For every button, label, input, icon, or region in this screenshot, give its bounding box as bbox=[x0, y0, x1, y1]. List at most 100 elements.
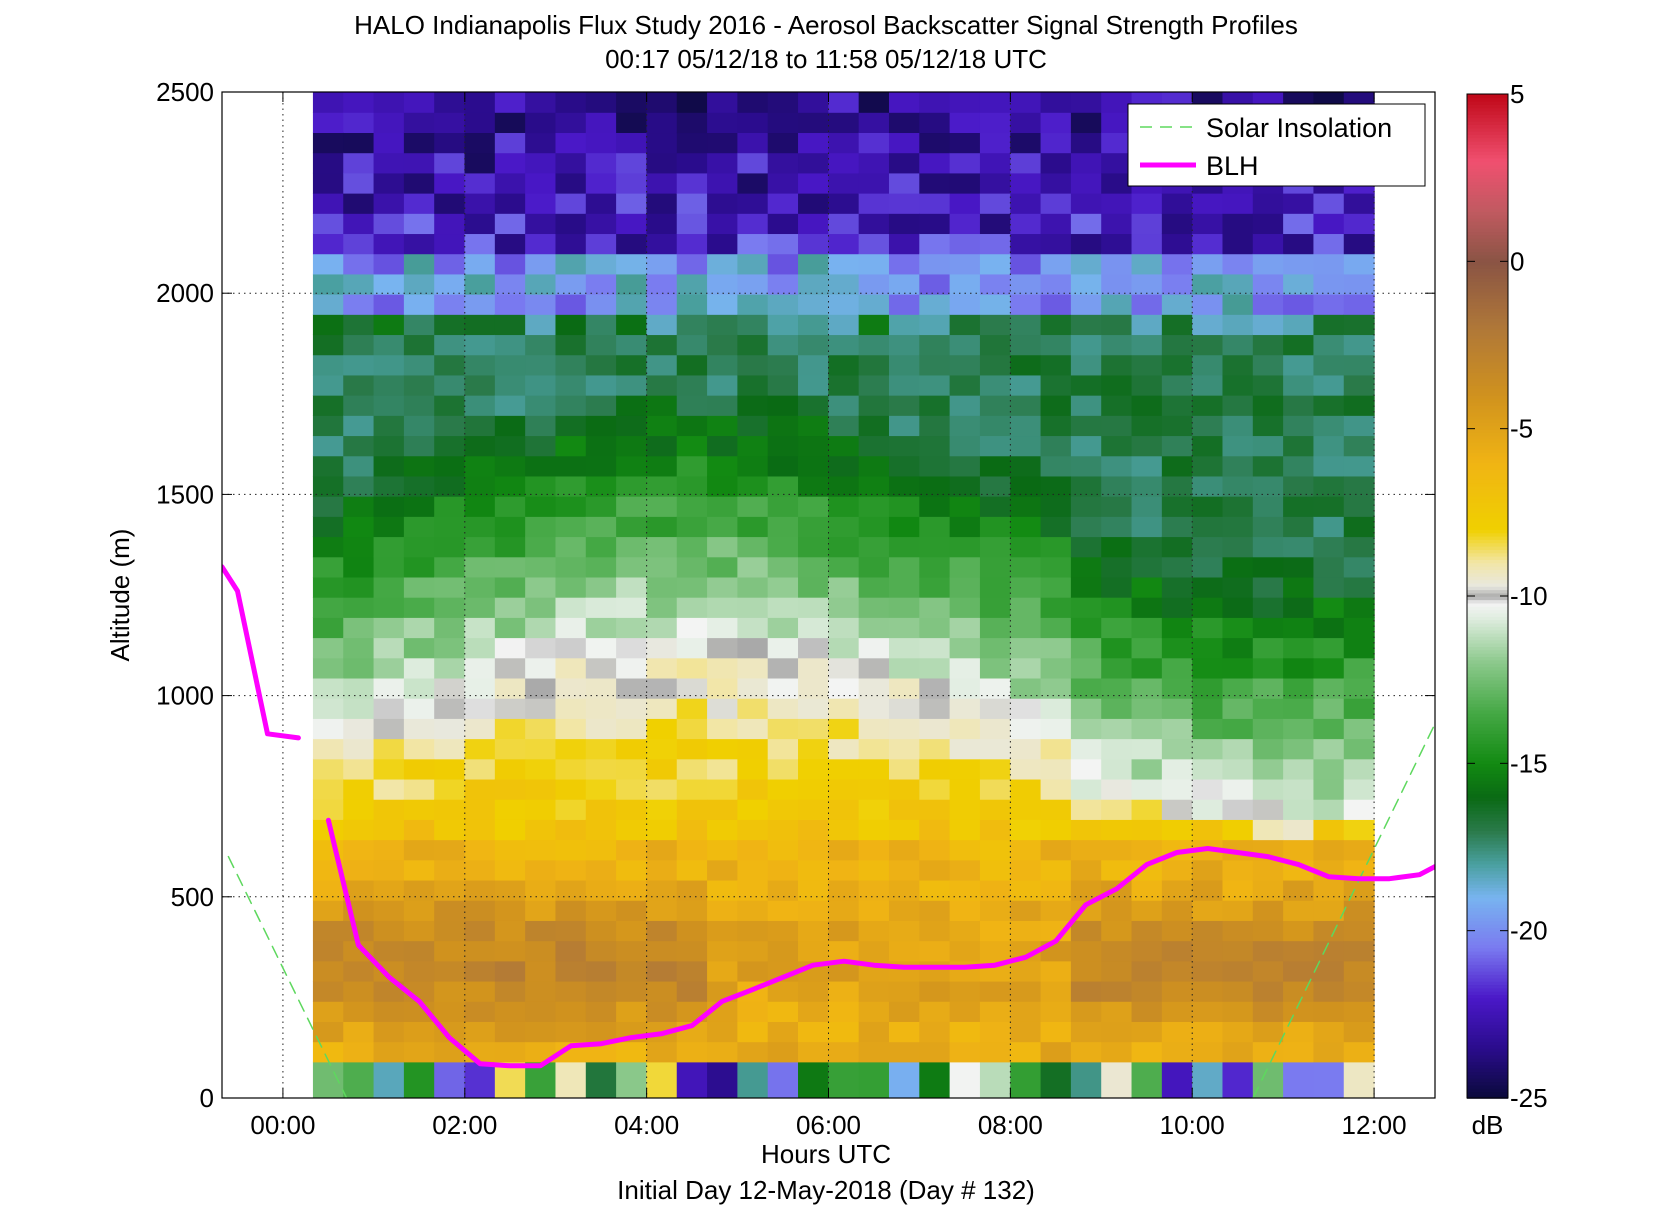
colorbar-swatch bbox=[1467, 579, 1508, 584]
heatmap-cell bbox=[1070, 1021, 1102, 1043]
heatmap-cell bbox=[707, 455, 738, 477]
heatmap-cell bbox=[798, 657, 829, 679]
colorbar-swatch bbox=[1467, 257, 1508, 263]
heatmap-cell bbox=[979, 253, 1011, 275]
heatmap-cell bbox=[434, 314, 466, 336]
heatmap-cell bbox=[525, 152, 557, 174]
heatmap-cell bbox=[434, 536, 466, 558]
heatmap-cell bbox=[828, 819, 860, 841]
heatmap-cell bbox=[616, 273, 648, 295]
heatmap-cell bbox=[616, 738, 648, 760]
heatmap-cell bbox=[828, 273, 860, 295]
heatmap-cell bbox=[434, 920, 466, 942]
colorbar-swatch bbox=[1467, 191, 1508, 196]
heatmap-cell bbox=[464, 859, 496, 881]
colorbar-swatch bbox=[1467, 482, 1508, 487]
colorbar-swatch bbox=[1467, 488, 1508, 494]
colorbar-swatch bbox=[1467, 609, 1508, 614]
heatmap-cell bbox=[1040, 253, 1072, 275]
heatmap-cell bbox=[1010, 920, 1042, 942]
heatmap-cell bbox=[1283, 516, 1315, 538]
heatmap-cell bbox=[1222, 879, 1254, 901]
colorbar-swatch bbox=[1467, 478, 1508, 484]
heatmap-cell bbox=[1010, 516, 1042, 538]
colorbar-swatch bbox=[1467, 545, 1508, 550]
heatmap-cell bbox=[858, 354, 890, 376]
colorbar-swatch bbox=[1467, 652, 1508, 658]
heatmap-cell bbox=[1161, 900, 1193, 921]
heatmap-cell bbox=[828, 879, 860, 901]
heatmap-cell bbox=[828, 960, 860, 982]
colorbar-swatch bbox=[1467, 1027, 1508, 1032]
heatmap-cell bbox=[707, 172, 738, 194]
colorbar-swatch bbox=[1467, 1021, 1508, 1026]
heatmap-cell bbox=[1343, 233, 1375, 255]
heatmap-cell bbox=[1010, 213, 1042, 235]
heatmap-cell bbox=[585, 940, 617, 962]
heatmap-cell bbox=[312, 1021, 344, 1043]
heatmap-cell bbox=[1040, 819, 1072, 841]
heatmap-cell bbox=[1161, 294, 1193, 315]
heatmap-cell bbox=[585, 233, 617, 255]
heatmap-cell bbox=[737, 657, 769, 679]
heatmap-cell bbox=[798, 213, 829, 235]
heatmap-cell bbox=[979, 900, 1011, 921]
heatmap-cell bbox=[1070, 536, 1102, 558]
colorbar-swatch bbox=[1467, 94, 1508, 99]
heatmap-cell bbox=[555, 314, 587, 336]
heatmap-cell bbox=[737, 132, 769, 154]
heatmap-cell bbox=[888, 435, 920, 457]
heatmap-cell bbox=[585, 677, 617, 699]
heatmap-cell bbox=[1343, 920, 1375, 942]
heatmap-cell bbox=[858, 677, 890, 699]
heatmap-cell bbox=[494, 698, 526, 719]
heatmap-cell bbox=[737, 617, 769, 639]
colorbar-swatch bbox=[1467, 957, 1508, 962]
heatmap-cell bbox=[646, 112, 678, 134]
colorbar-swatch bbox=[1467, 739, 1508, 745]
heatmap-cell bbox=[919, 920, 951, 942]
heatmap-cell bbox=[555, 415, 587, 437]
colorbar-swatch bbox=[1467, 656, 1508, 661]
colorbar-swatch bbox=[1467, 1034, 1508, 1039]
heatmap-cell bbox=[798, 294, 829, 315]
heatmap-cell bbox=[1010, 435, 1042, 457]
heatmap-cell bbox=[798, 637, 829, 659]
heatmap-cell bbox=[1101, 556, 1133, 578]
heatmap-cell bbox=[858, 778, 890, 800]
heatmap-cell bbox=[828, 92, 860, 113]
heatmap-cell bbox=[1040, 92, 1072, 113]
heatmap-cell bbox=[919, 516, 951, 538]
blh-line bbox=[325, 817, 1435, 1069]
heatmap-cell bbox=[1192, 920, 1224, 942]
colorbar-swatch bbox=[1467, 278, 1508, 283]
heatmap-cell bbox=[1222, 799, 1254, 820]
colorbar-swatch bbox=[1467, 368, 1508, 373]
heatmap-cell bbox=[888, 273, 920, 295]
heatmap-cell bbox=[1313, 617, 1345, 639]
heatmap-cell bbox=[919, 536, 951, 558]
heatmap-cell bbox=[373, 556, 405, 578]
heatmap-cell bbox=[464, 718, 496, 740]
heatmap-cell bbox=[1161, 819, 1193, 841]
colorbar-swatch bbox=[1467, 662, 1508, 668]
heatmap-cell bbox=[312, 132, 344, 154]
heatmap-cell bbox=[949, 435, 981, 457]
heatmap-cell bbox=[646, 718, 678, 740]
heatmap-cell bbox=[767, 536, 799, 558]
colorbar-swatch bbox=[1467, 535, 1508, 540]
heatmap-cell bbox=[767, 1041, 799, 1063]
colorbar-swatch bbox=[1467, 699, 1508, 704]
colorbar-swatch bbox=[1467, 465, 1508, 470]
colorbar-swatch bbox=[1467, 398, 1508, 403]
heatmap-cell bbox=[312, 617, 344, 639]
heatmap-cell bbox=[1040, 879, 1072, 901]
heatmap-cell bbox=[888, 1041, 920, 1063]
x-axis-label: Hours UTC bbox=[761, 1139, 891, 1169]
colorbar-swatch bbox=[1467, 432, 1508, 437]
heatmap-cell bbox=[798, 475, 829, 497]
heatmap-cell bbox=[1161, 698, 1193, 719]
heatmap-cell bbox=[585, 920, 617, 942]
heatmap-cell bbox=[707, 738, 738, 760]
heatmap-cell bbox=[494, 778, 526, 800]
